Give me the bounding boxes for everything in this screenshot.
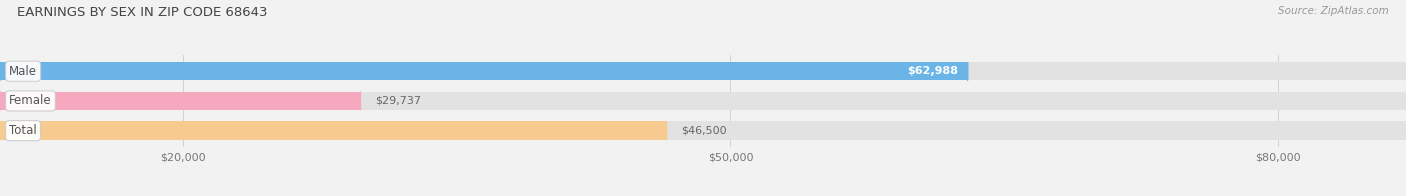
Bar bbox=[0, 122, 1406, 140]
Text: Female: Female bbox=[8, 94, 52, 107]
Text: Total: Total bbox=[8, 124, 37, 137]
Text: $62,988: $62,988 bbox=[907, 66, 959, 76]
Text: $46,500: $46,500 bbox=[681, 126, 727, 136]
Bar bbox=[0, 122, 1406, 140]
Text: EARNINGS BY SEX IN ZIP CODE 68643: EARNINGS BY SEX IN ZIP CODE 68643 bbox=[17, 6, 267, 19]
Bar bbox=[0, 92, 360, 110]
Text: Source: ZipAtlas.com: Source: ZipAtlas.com bbox=[1278, 6, 1389, 16]
Bar bbox=[0, 92, 1406, 110]
Bar bbox=[0, 92, 1406, 110]
Bar bbox=[0, 62, 1406, 80]
Bar bbox=[0, 62, 1406, 80]
Bar bbox=[0, 62, 967, 80]
Bar bbox=[0, 122, 666, 140]
Bar bbox=[0, 122, 1406, 140]
Bar bbox=[0, 92, 1406, 110]
Text: Male: Male bbox=[8, 65, 37, 78]
Text: $29,737: $29,737 bbox=[375, 96, 420, 106]
Bar bbox=[0, 62, 1406, 80]
